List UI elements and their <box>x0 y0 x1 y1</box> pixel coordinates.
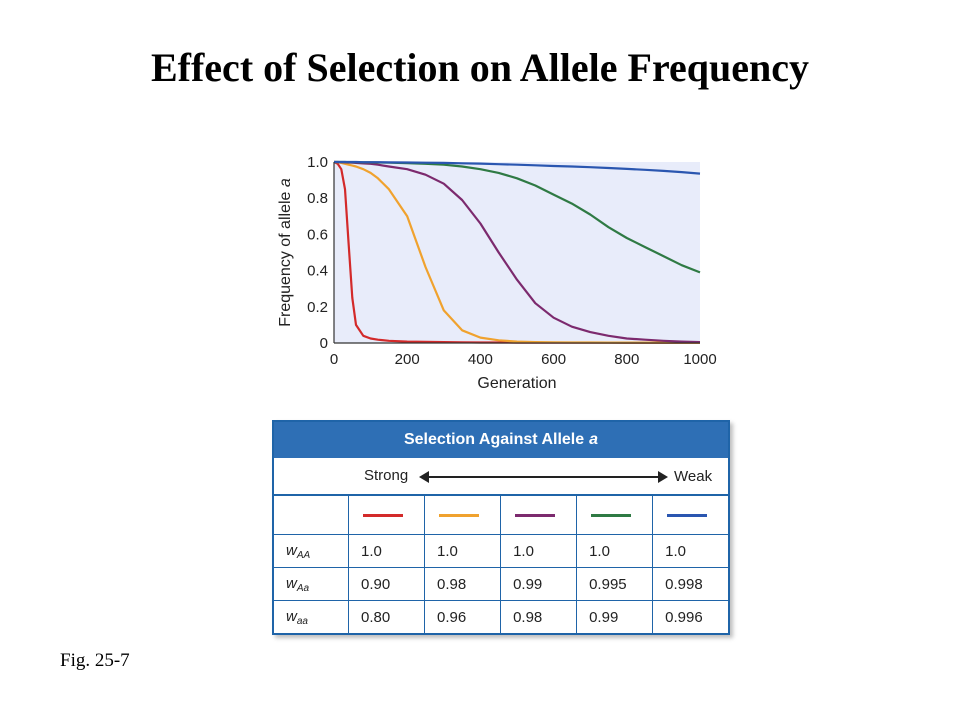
red-line-swatch <box>363 513 403 517</box>
fitness-cell: 0.98 <box>500 600 578 633</box>
fitness-row-wAa: wAa 0.90 0.98 0.99 0.995 0.998 <box>274 567 728 601</box>
color-key-blank-cell <box>274 496 349 535</box>
x-axis-title: Generation <box>477 375 556 392</box>
selection-table-header: Selection Against Allele a <box>274 422 728 458</box>
fitness-cell: 0.998 <box>652 567 728 601</box>
fitness-cell: 1.0 <box>424 534 502 568</box>
x-tick-label: 200 <box>395 351 420 368</box>
fitness-cell: 1.0 <box>500 534 578 568</box>
fitness-cell: 1.0 <box>347 534 426 568</box>
x-tick-label: 800 <box>614 351 639 368</box>
double-arrow-line <box>427 476 660 478</box>
fitness-grid: wAA 1.0 1.0 1.0 1.0 1.0 wAa 0.90 0.98 0.… <box>274 496 728 633</box>
orange-line-swatch <box>439 513 480 517</box>
purple-line-swatch <box>515 513 556 517</box>
fitness-cell: 0.996 <box>652 600 728 633</box>
y-tick-label: 1.0 <box>307 154 328 171</box>
selection-table: Selection Against Allele a Strong Weak w… <box>272 420 730 635</box>
color-key-cell <box>424 496 502 535</box>
y-axis-title: Frequency of allele a <box>277 178 294 327</box>
y-tick-label: 0.4 <box>307 263 328 280</box>
color-key-cell <box>500 496 578 535</box>
arrow-left-icon <box>419 471 429 483</box>
row-label: wAa <box>274 567 349 601</box>
selection-table-allele: a <box>589 431 599 448</box>
weak-label: Weak <box>674 468 713 485</box>
fitness-cell: 1.0 <box>652 534 728 568</box>
selection-table-title: Selection Against Allele <box>403 431 585 448</box>
fitness-cell: 0.90 <box>347 567 426 601</box>
color-key-cell <box>347 496 426 535</box>
fitness-cell: 0.96 <box>424 600 502 633</box>
row-label: wAA <box>274 534 349 568</box>
allele-frequency-chart: 0 200 400 600 800 1000 0 0.2 0.4 0.6 0.8 1.0 Genera… <box>277 154 717 392</box>
fitness-cell: 0.995 <box>576 567 654 601</box>
arrow-right-icon <box>658 471 668 483</box>
slide-title: Effect of Selection on Allele Frequency <box>150 45 809 90</box>
x-tick-label: 400 <box>468 351 493 368</box>
strength-arrow-row: Strong Weak <box>274 458 728 496</box>
fitness-cell: 1.0 <box>576 534 654 568</box>
fitness-cell: 0.99 <box>500 567 578 601</box>
y-tick-label: 0.2 <box>307 299 328 316</box>
fitness-cell: 0.80 <box>347 600 426 633</box>
y-tick-label: 0 <box>320 335 328 352</box>
x-tick-label: 0 <box>330 351 338 368</box>
strong-label: Strong <box>364 467 409 484</box>
fitness-cell: 0.98 <box>424 567 502 601</box>
plot-area <box>334 162 700 343</box>
row-label: waa <box>274 600 349 633</box>
series-line-4 <box>334 160 701 175</box>
figure-label: Fig. 25-7 <box>60 650 130 671</box>
color-key-row <box>274 496 728 535</box>
blue-line-swatch <box>667 513 708 517</box>
y-tick-label: 0.8 <box>307 190 328 207</box>
y-tick-label: 0.6 <box>307 226 328 243</box>
x-tick-label: 1000 <box>683 351 716 368</box>
green-line-swatch <box>591 513 632 517</box>
color-key-cell <box>576 496 654 535</box>
color-key-cell <box>652 496 728 535</box>
x-tick-label: 600 <box>541 351 566 368</box>
fitness-row-waa-lower: waa 0.80 0.96 0.98 0.99 0.996 <box>274 600 728 633</box>
fitness-cell: 0.99 <box>576 600 654 633</box>
fitness-row-waa-upper: wAA 1.0 1.0 1.0 1.0 1.0 <box>274 534 728 568</box>
